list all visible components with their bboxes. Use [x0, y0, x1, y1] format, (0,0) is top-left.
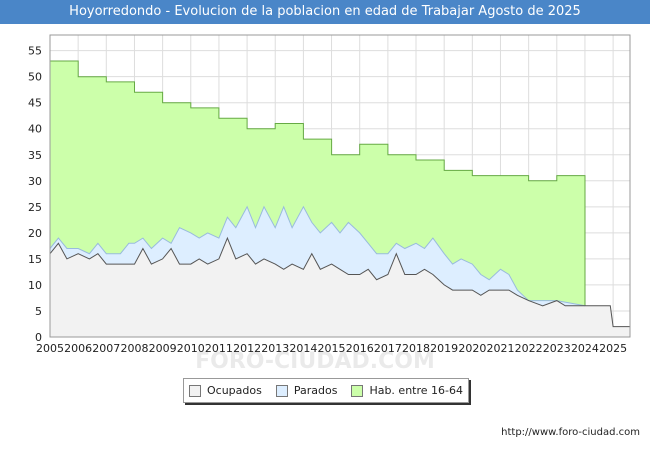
x-tick-label: 2021	[486, 342, 514, 355]
source-url[interactable]: http://www.foro-ciudad.com	[501, 427, 640, 438]
legend: Ocupados Parados Hab. entre 16-64	[183, 378, 469, 403]
x-tick-label: 2017	[374, 342, 402, 355]
x-tick-label: 2013	[261, 342, 289, 355]
x-tick-label: 2007	[92, 342, 120, 355]
y-tick-label: 10	[28, 279, 42, 292]
data-lines	[49, 60, 630, 328]
x-tick-label: 2006	[64, 342, 92, 355]
x-tick-label: 2018	[402, 342, 430, 355]
y-tick-label: 50	[28, 71, 42, 84]
y-tick-label: 5	[35, 305, 42, 318]
x-tick-label: 2024	[571, 342, 599, 355]
x-tick-label: 2011	[205, 342, 233, 355]
x-tick-label: 2010	[177, 342, 205, 355]
legend-item-hab: Hab. entre 16-64	[351, 384, 463, 397]
legend-item-parados: Parados	[275, 384, 338, 397]
x-tick-label: 2019	[430, 342, 458, 355]
y-tick-label: 20	[28, 227, 42, 240]
hab-series-line	[50, 60, 586, 306]
x-tick-label: 2015	[318, 342, 346, 355]
x-tick-label: 2012	[233, 342, 261, 355]
ocupados-series-area	[50, 238, 630, 337]
svg-text:FORO-CIUDAD.COM: FORO-CIUDAD.COM	[195, 349, 435, 374]
parados-series-line	[49, 205, 586, 307]
y-axis-ticks: 0 5 10 15 20 25 30 35 40 45 50 55	[28, 45, 42, 344]
data-areas	[50, 61, 630, 337]
ocupados-series-line	[49, 236, 630, 328]
chart-title: Hoyorredondo - Evolucion de la poblacion…	[0, 0, 650, 24]
x-tick-label: 2025	[599, 342, 627, 355]
y-tick-label: 40	[28, 123, 42, 136]
y-tick-label: 0	[35, 331, 42, 344]
x-tick-label: 2023	[543, 342, 571, 355]
x-axis-ticks: 2005 2006 2007 2008 2009 2010 2011 2012 2013 2014…	[36, 342, 627, 355]
legend-label-ocupados: Ocupados	[206, 384, 262, 397]
plot-border	[49, 34, 631, 338]
y-tick-label: 35	[28, 149, 42, 162]
y-tick-label: 30	[28, 175, 42, 188]
y-tick-label: 15	[28, 253, 42, 266]
x-tick-label: 2008	[120, 342, 148, 355]
x-tick-label: 2016	[346, 342, 374, 355]
x-tick-label: 2020	[458, 342, 486, 355]
x-tick-label: 2022	[515, 342, 543, 355]
x-tick-label: 2009	[149, 342, 177, 355]
watermark: FORO-CIUDAD.COM	[195, 349, 435, 374]
legend-item-ocupados: Ocupados	[188, 384, 262, 397]
legend-swatch-hab	[351, 384, 364, 397]
y-tick-label: 45	[28, 97, 42, 110]
legend-swatch-parados	[275, 384, 288, 397]
x-tick-label: 2014	[289, 342, 317, 355]
x-tick-label: 2005	[36, 342, 64, 355]
legend-label-parados: Parados	[293, 384, 338, 397]
legend-swatch-ocupados	[188, 384, 201, 397]
y-tick-label: 25	[28, 201, 42, 214]
y-tick-label: 55	[28, 45, 42, 58]
legend-label-hab: Hab. entre 16-64	[369, 384, 463, 397]
